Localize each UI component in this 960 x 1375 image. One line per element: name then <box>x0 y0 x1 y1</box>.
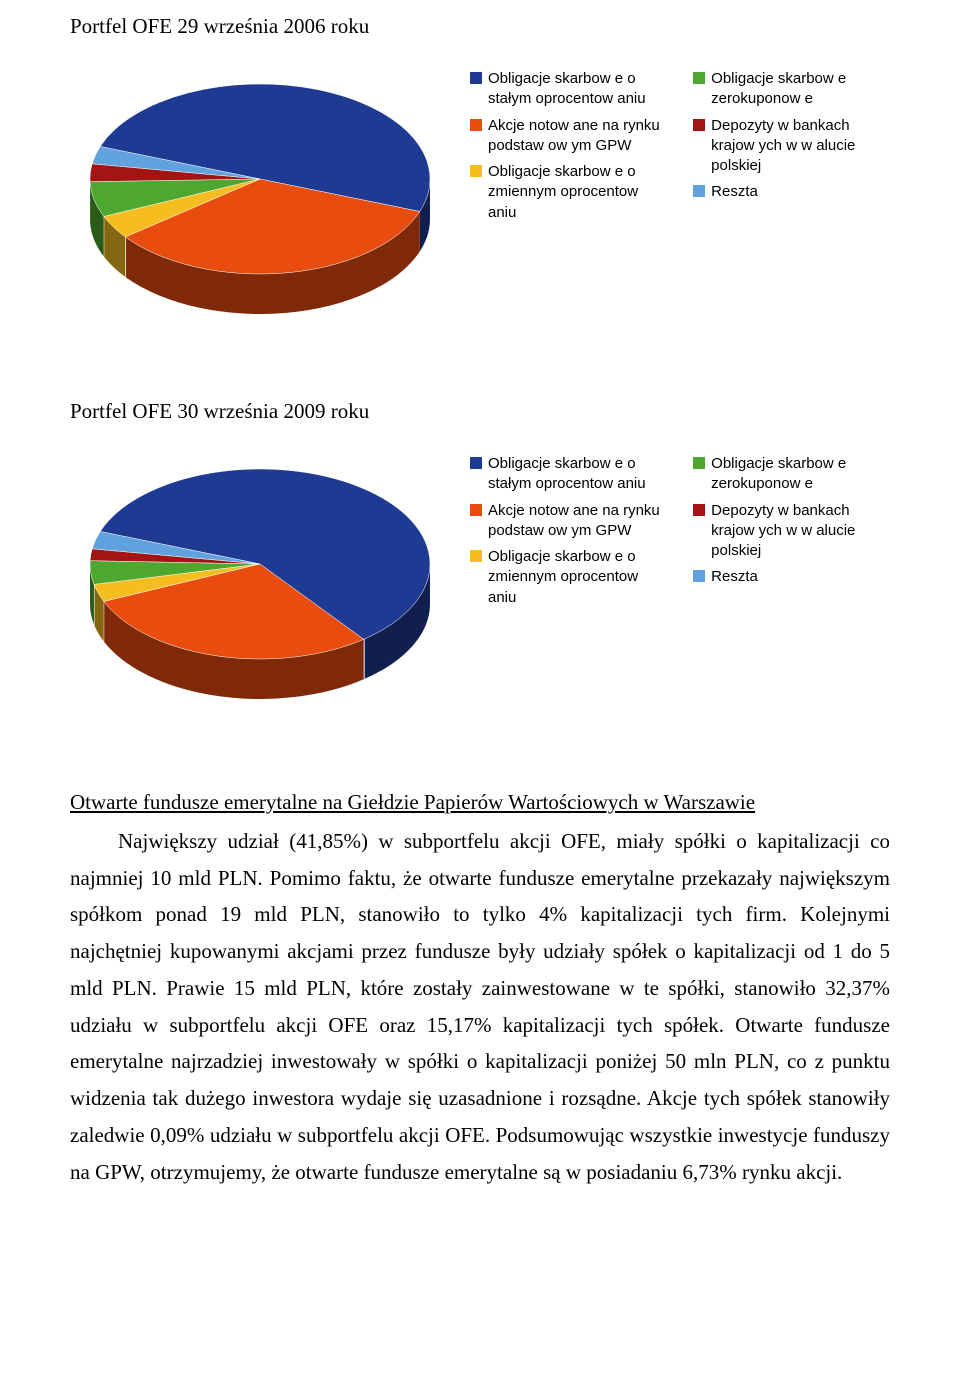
legend-label: Reszta <box>711 182 758 202</box>
chart-section-2009: Portfel OFE 30 września 2009 roku Obliga… <box>70 399 890 714</box>
legend-label: Obligacje skarbow e o zmiennym oprocento… <box>488 162 663 223</box>
legend-label: Depozyty w bankach krajow ych w w alucie… <box>711 116 890 177</box>
legend-label: Reszta <box>711 567 758 587</box>
legend-label: Akcje notow ane na rynku podstaw ow ym G… <box>488 501 663 542</box>
legend-swatch <box>693 185 705 197</box>
legend-item: Reszta <box>693 567 890 587</box>
legend-swatch <box>693 457 705 469</box>
pie-chart-2009 <box>70 434 450 714</box>
legend-col-left: Obligacje skarbow e o stałym oprocentow … <box>470 69 663 223</box>
legend-label: Depozyty w bankach krajow ych w w alucie… <box>711 501 890 562</box>
legend-swatch <box>470 504 482 516</box>
body-heading: Otwarte fundusze emerytalne na Giełdzie … <box>70 784 890 821</box>
chart-row: Obligacje skarbow e o stałym oprocentow … <box>70 434 890 714</box>
legend-swatch <box>693 119 705 131</box>
legend-label: Obligacje skarbow e zerokuponow e <box>711 69 890 110</box>
legend-swatch <box>470 72 482 84</box>
legend-col-left: Obligacje skarbow e o stałym oprocentow … <box>470 454 663 608</box>
pie-chart-2006 <box>70 49 450 329</box>
legend-swatch <box>693 72 705 84</box>
legend-item: Akcje notow ane na rynku podstaw ow ym G… <box>470 116 663 157</box>
legend-item: Obligacje skarbow e o stałym oprocentow … <box>470 454 663 495</box>
body-paragraph: Największy udział (41,85%) w subportfelu… <box>70 823 890 1191</box>
legend-swatch <box>693 570 705 582</box>
legend-group: Obligacje skarbow e o stałym oprocentow … <box>470 49 890 223</box>
body-text: Otwarte fundusze emerytalne na Giełdzie … <box>70 784 890 1190</box>
legend-item: Obligacje skarbow e o stałym oprocentow … <box>470 69 663 110</box>
legend-item: Obligacje skarbow e o zmiennym oprocento… <box>470 162 663 223</box>
chart-title: Portfel OFE 29 września 2006 roku <box>70 14 890 39</box>
legend-item: Depozyty w bankach krajow ych w w alucie… <box>693 501 890 562</box>
legend-label: Obligacje skarbow e o zmiennym oprocento… <box>488 547 663 608</box>
chart-section-2006: Portfel OFE 29 września 2006 roku Obliga… <box>70 14 890 329</box>
legend-col-right: Obligacje skarbow e zerokuponow e Depozyt… <box>693 454 890 608</box>
legend-item: Obligacje skarbow e zerokuponow e <box>693 69 890 110</box>
legend-item: Reszta <box>693 182 890 202</box>
legend-swatch <box>693 504 705 516</box>
legend-label: Obligacje skarbow e zerokuponow e <box>711 454 890 495</box>
legend-item: Akcje notow ane na rynku podstaw ow ym G… <box>470 501 663 542</box>
chart-row: Obligacje skarbow e o stałym oprocentow … <box>70 49 890 329</box>
legend-item: Depozyty w bankach krajow ych w w alucie… <box>693 116 890 177</box>
legend-label: Obligacje skarbow e o stałym oprocentow … <box>488 454 663 495</box>
legend-item: Obligacje skarbow e zerokuponow e <box>693 454 890 495</box>
legend-swatch <box>470 457 482 469</box>
chart-title: Portfel OFE 30 września 2009 roku <box>70 399 890 424</box>
legend-swatch <box>470 550 482 562</box>
legend-swatch <box>470 165 482 177</box>
legend-label: Obligacje skarbow e o stałym oprocentow … <box>488 69 663 110</box>
legend-group: Obligacje skarbow e o stałym oprocentow … <box>470 434 890 608</box>
legend-item: Obligacje skarbow e o zmiennym oprocento… <box>470 547 663 608</box>
legend-swatch <box>470 119 482 131</box>
legend-col-right: Obligacje skarbow e zerokuponow e Depozyt… <box>693 69 890 223</box>
legend-label: Akcje notow ane na rynku podstaw ow ym G… <box>488 116 663 157</box>
